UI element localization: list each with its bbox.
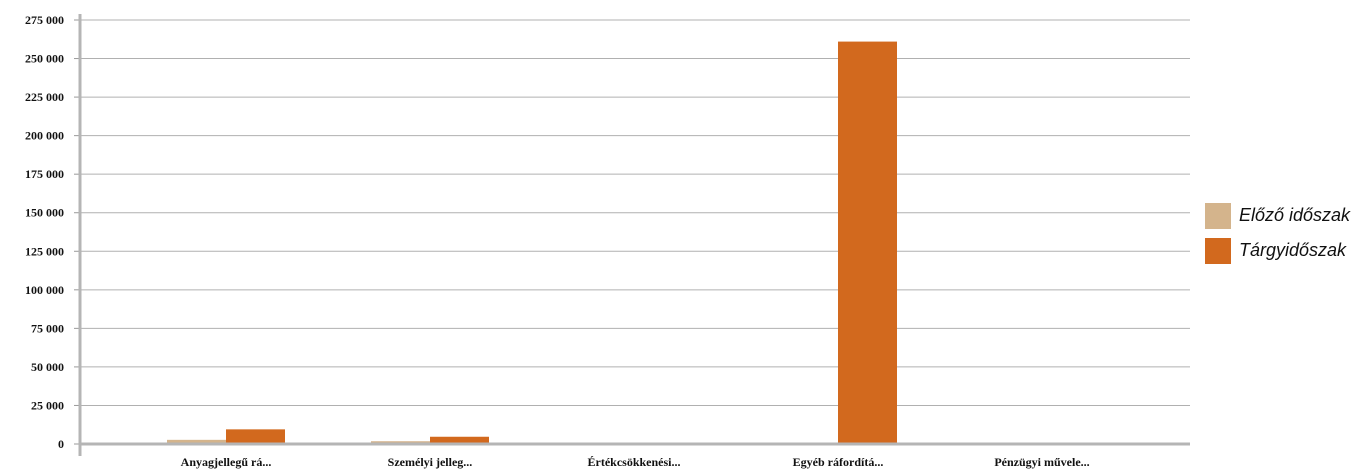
y-tick-label: 175 000 (25, 167, 64, 181)
y-tick-label: 200 000 (25, 129, 64, 143)
x-category-label: Pénzügyi művele... (994, 455, 1089, 469)
legend-item-previous: Előző időszak (1205, 198, 1350, 233)
y-tick-label: 150 000 (25, 206, 64, 220)
x-category-label: Egyéb ráfordítá... (793, 455, 884, 469)
y-tick-label: 225 000 (25, 90, 64, 104)
y-tick-label: 25 000 (31, 398, 64, 412)
x-category-label: Anyagjellegű rá... (181, 455, 272, 469)
y-tick-label: 250 000 (25, 52, 64, 66)
y-tick-label: 125 000 (25, 244, 64, 258)
x-axis-labels: Anyagjellegű rá... Személyi jelleg... Érté… (181, 455, 1090, 469)
legend-swatch-current (1205, 237, 1231, 264)
axes (78, 14, 1190, 456)
bar (226, 429, 285, 443)
y-axis-ticks: 0 25 000 50 000 75 000 100 000 125 000 150 000… (25, 13, 80, 451)
legend-label-current: Tárgyidőszak (1239, 240, 1347, 260)
x-category-label: Értékcsökkenési... (588, 455, 681, 469)
legend-label-previous: Előző időszak (1239, 205, 1351, 225)
legend-item-current: Tárgyidőszak (1205, 233, 1350, 268)
x-category-label: Személyi jelleg... (388, 455, 473, 469)
bar (371, 441, 430, 443)
y-tick-label: 0 (58, 437, 64, 451)
y-tick-label: 275 000 (25, 13, 64, 27)
gridlines (80, 19, 1190, 406)
y-tick-label: 75 000 (31, 321, 64, 335)
y-tick-label: 50 000 (31, 360, 64, 374)
legend: Előző időszak Tárgyidőszak (1205, 198, 1350, 268)
bar (430, 436, 489, 443)
bars (167, 41, 897, 444)
bar (167, 439, 226, 443)
y-tick-label: 100 000 (25, 283, 64, 297)
bar (838, 41, 897, 444)
legend-swatch-previous (1205, 202, 1231, 229)
